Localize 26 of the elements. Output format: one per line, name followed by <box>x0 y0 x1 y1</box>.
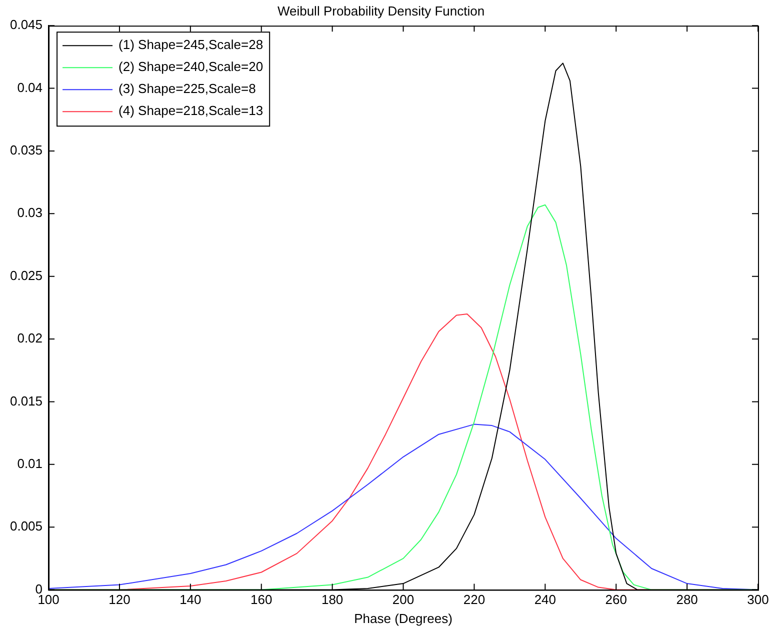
x-tick-label: 240 <box>534 592 556 608</box>
y-tick-label: 0.03 <box>17 205 43 220</box>
y-tick-label: 0.04 <box>17 80 43 95</box>
x-tick-label: 120 <box>108 592 130 608</box>
legend-label: (3) Shape=225,Scale=8 <box>118 81 256 96</box>
y-tick-label: 0.005 <box>10 518 43 534</box>
y-tick-label: 0 <box>35 581 43 596</box>
y-tick-label: 0.02 <box>17 330 43 346</box>
x-tick-label: 260 <box>605 592 627 608</box>
y-tick-label: 0.045 <box>10 17 43 32</box>
x-tick-label: 200 <box>392 592 414 608</box>
y-tick-label: 0.035 <box>10 142 43 158</box>
x-tick-label: 160 <box>250 592 272 608</box>
x-tick-label: 140 <box>180 592 202 608</box>
legend-label: (1) Shape=245,Scale=28 <box>118 37 264 52</box>
legend-label: (2) Shape=240,Scale=20 <box>118 59 264 74</box>
x-tick-label: 220 <box>463 592 486 608</box>
x-axis-title: Phase (Degrees) <box>354 610 452 626</box>
y-tick-label: 0.025 <box>10 268 43 283</box>
y-tick-label: 0.01 <box>17 456 43 471</box>
chart-title: Weibull Probability Density Function <box>277 3 485 18</box>
x-tick-label: 300 <box>747 592 769 608</box>
legend-label: (4) Shape=218,Scale=13 <box>118 103 264 118</box>
y-tick-label: 0.015 <box>10 393 43 408</box>
x-tick-label: 180 <box>321 592 344 608</box>
x-tick-label: 280 <box>676 592 698 608</box>
